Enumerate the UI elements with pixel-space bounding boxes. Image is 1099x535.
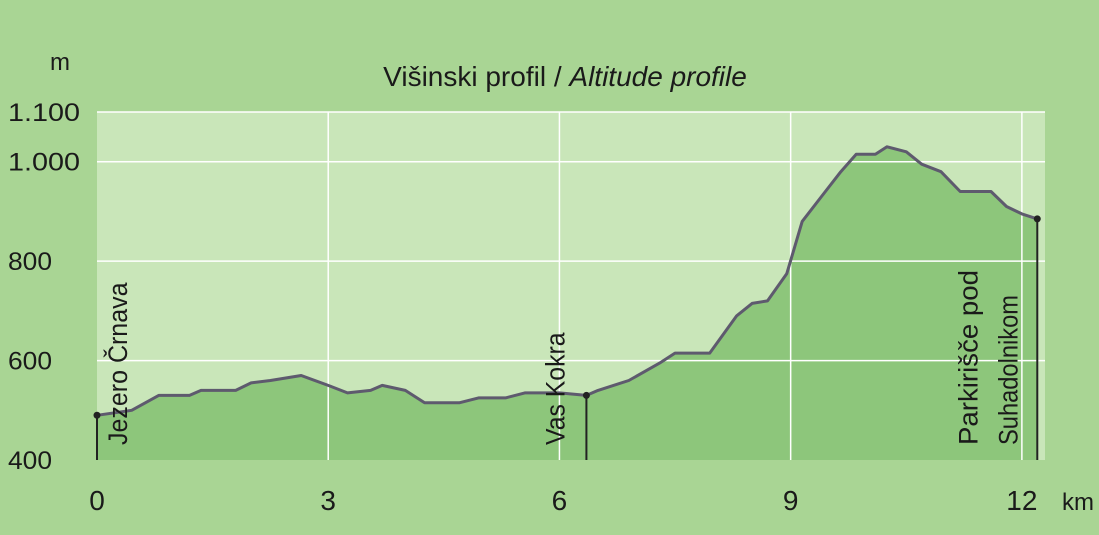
y-tick-label: 1.100 — [8, 99, 80, 127]
marker-label: Jezero Črnava — [102, 282, 133, 445]
y-tick-label: 800 — [8, 248, 52, 276]
y-tick-label: 1.000 — [8, 149, 80, 177]
marker-label: Suhadolnikom — [993, 295, 1023, 445]
chart-title: Višinski profil / Altitude profile — [383, 61, 747, 92]
marker-label: Vas Kokra — [540, 332, 570, 445]
x-tick-label: 9 — [783, 485, 799, 516]
y-unit: m — [50, 49, 70, 76]
marker-point — [93, 411, 101, 419]
title-italic: Altitude profile — [567, 61, 746, 92]
x-tick-label: 3 — [320, 485, 336, 516]
y-tick-label: 600 — [8, 348, 52, 376]
marker-label: Parkirišče pod — [953, 270, 983, 445]
title-main: Višinski profil / — [383, 61, 562, 92]
marker-point — [582, 391, 590, 399]
x-tick-label: 0 — [89, 485, 105, 516]
x-unit: km — [1062, 489, 1094, 516]
profile-line — [96, 145, 1038, 417]
x-tick-label: 12 — [1006, 485, 1037, 516]
marker-point — [1033, 215, 1041, 223]
x-tick-label: 6 — [552, 485, 568, 516]
y-tick-label: 400 — [8, 447, 52, 475]
